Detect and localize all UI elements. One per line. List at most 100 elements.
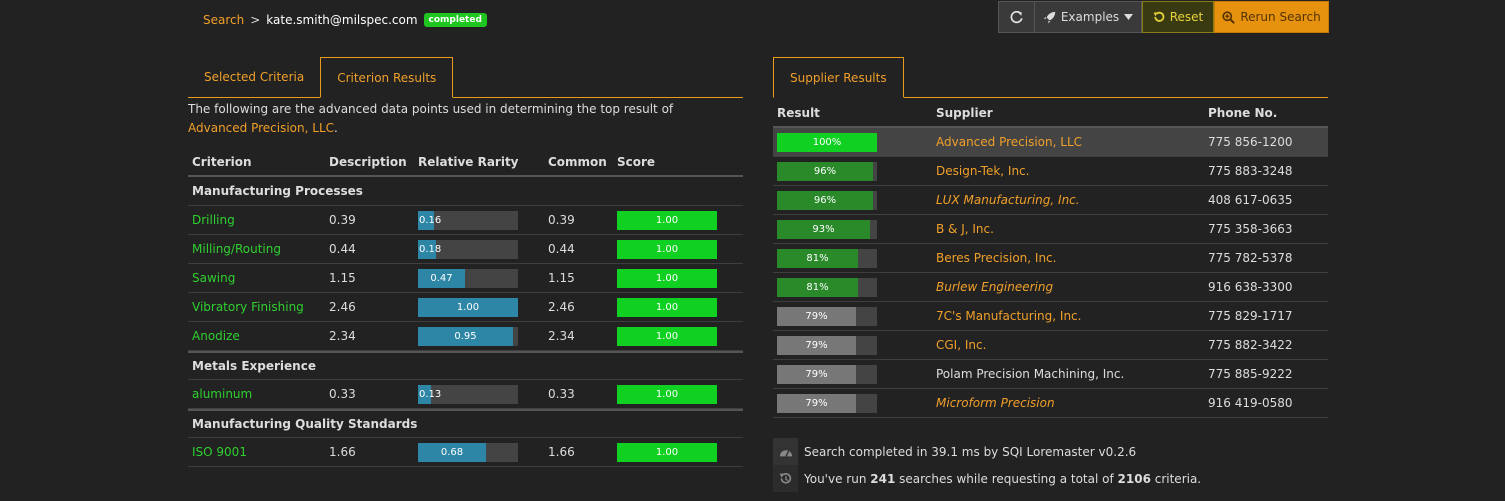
breadcrumb-user: kate.smith@milspec.com <box>266 13 418 27</box>
search-time-row: Search completed in 39.1 ms by SQI Lorem… <box>773 438 1328 465</box>
criterion-common: 0.39 <box>548 213 575 227</box>
criteria-column-header: Criterion <box>192 155 252 169</box>
toolbar: Examples Reset Rerun Search <box>998 1 1329 35</box>
result-bar-fill <box>777 364 856 384</box>
supplier-name-link[interactable]: Beres Precision, Inc. <box>936 251 1057 265</box>
refresh-button[interactable] <box>998 1 1035 33</box>
criterion-name-link[interactable]: ISO 9001 <box>192 445 247 459</box>
supplier-name-link[interactable]: Burlew Engineering <box>936 280 1054 294</box>
criterion-description: 2.34 <box>329 329 356 343</box>
supplier-name-link[interactable]: Advanced Precision, LLC <box>936 135 1083 149</box>
result-bar-fill <box>777 132 877 152</box>
tab-criterion-results[interactable]: Criterion Results <box>320 57 454 98</box>
rerun-search-button[interactable]: Rerun Search <box>1214 1 1329 33</box>
relative-rarity-fill <box>418 326 513 346</box>
result-value: 93% <box>812 223 835 235</box>
relative-rarity-value: 0.95 <box>454 330 477 342</box>
tab-selected-criteria[interactable]: Selected Criteria <box>204 70 305 84</box>
caret-down-icon <box>1124 14 1134 20</box>
supplier-row[interactable]: 81% Beres Precision, Inc. 775 782-5378 <box>773 244 1328 273</box>
supplier-row[interactable]: 96% Design-Tek, Inc. 775 883-3248 <box>773 157 1328 186</box>
examples-dropdown-button[interactable]: Examples <box>1035 1 1142 33</box>
criterion-name-link[interactable]: Milling/Routing <box>192 242 281 256</box>
supplier-name-link[interactable]: LUX Manufacturing, Inc. <box>936 193 1080 207</box>
result-bar-fill <box>777 248 858 268</box>
result-bar: 79% <box>777 364 877 384</box>
criterion-description: 0.44 <box>329 242 356 256</box>
criterion-name-link[interactable]: Sawing <box>192 271 236 285</box>
reset-button[interactable]: Reset <box>1142 1 1214 33</box>
result-value: 96% <box>813 194 837 206</box>
criterion-name-link[interactable]: Drilling <box>192 213 235 227</box>
criteria-group-header: Metals Experience <box>188 351 743 380</box>
supplier-name-link[interactable]: 7C's Manufacturing, Inc. <box>936 309 1082 323</box>
result-value: 81% <box>806 252 829 264</box>
criteria-group-header: Manufacturing Quality Standards <box>188 409 743 438</box>
result-bar: 96% <box>777 190 877 210</box>
result-value: 96% <box>813 165 837 177</box>
supplier-name-link[interactable]: Design-Tek, Inc. <box>936 164 1030 178</box>
criterion-description: 1.15 <box>329 271 356 285</box>
relative-rarity-fill <box>418 268 465 288</box>
supplier-row[interactable]: 79% CGI, Inc. 775 882-3422 <box>773 331 1328 360</box>
relative-rarity-cell: 1.00 <box>418 297 518 317</box>
tab-supplier-results[interactable]: Supplier Results <box>773 57 904 98</box>
relative-rarity-cell: 0.47 <box>418 268 518 288</box>
relative-rarity-fill <box>418 297 518 317</box>
supplier-name-link[interactable]: CGI, Inc. <box>936 338 987 352</box>
search-time-text: Search completed in 39.1 ms by SQI Lorem… <box>804 444 1137 459</box>
supplier-row[interactable]: 81% Burlew Engineering 916 638-3300 <box>773 273 1328 302</box>
result-value: 100% <box>812 136 842 148</box>
relative-rarity-value: 0.68 <box>440 446 464 458</box>
result-bar: 79% <box>777 306 877 326</box>
supplier-name-link[interactable]: Microform Precision <box>936 396 1055 410</box>
supplier-row[interactable]: 79% Microform Precision 916 419-0580 <box>773 389 1328 418</box>
score-cell: 1.00 <box>617 297 717 317</box>
score-cell: 1.00 <box>617 326 717 346</box>
score-cell: 1.00 <box>617 442 717 462</box>
intro-top-result-link[interactable]: Advanced Precision, LLC <box>188 121 335 135</box>
score-cell: 1.00 <box>617 239 717 259</box>
results-intro: The following are the advanced data poin… <box>188 100 728 138</box>
supplier-row[interactable]: 93% B & J, Inc. 775 358-3663 <box>773 215 1328 244</box>
reset-label: Reset <box>1169 10 1204 24</box>
result-bar: 79% <box>777 393 877 413</box>
supplier-row[interactable]: 79% 7C's Manufacturing, Inc. 775 829-1717 <box>773 302 1328 331</box>
criteria-group-name: Manufacturing Quality Standards <box>192 417 418 431</box>
result-value: 79% <box>805 339 828 351</box>
result-cell: 79% <box>777 364 877 384</box>
dashboard-icon <box>773 438 798 465</box>
supplier-name-link[interactable]: B & J, Inc. <box>936 222 994 236</box>
intro-end: . <box>334 121 338 135</box>
result-bar: 81% <box>777 277 877 297</box>
count-text-a: You've run <box>804 471 871 486</box>
result-bar-fill <box>777 306 856 326</box>
supplier-row[interactable]: 96% LUX Manufacturing, Inc. 408 617-0635 <box>773 186 1328 215</box>
intro-text: The following are the advanced data poin… <box>188 102 674 116</box>
result-bar: 100% <box>777 132 877 152</box>
result-bar: 79% <box>777 335 877 355</box>
supplier-name: Polam Precision Machining, Inc. <box>936 367 1125 381</box>
criteria-row: Vibratory Finishing 2.46 1.00 2.46 1.00 <box>188 293 743 322</box>
supplier-header-row: Result Supplier Phone No. <box>773 99 1328 128</box>
criteria-column-header: Relative Rarity <box>418 155 519 169</box>
relative-rarity-cell: 0.68 <box>418 442 518 462</box>
result-value: 79% <box>805 368 828 380</box>
criterion-name-link[interactable]: aluminum <box>192 387 253 401</box>
criteria-row: aluminum 0.33 0.13 0.33 1.00 <box>188 380 743 409</box>
relative-rarity-value: 0.47 <box>430 272 453 284</box>
criterion-common: 0.44 <box>548 242 575 256</box>
criterion-name-link[interactable]: Anodize <box>192 329 240 343</box>
relative-rarity-cell: 0.95 <box>418 326 518 346</box>
supplier-phone: 775 883-3248 <box>1208 164 1293 178</box>
search-plus-icon <box>1222 10 1236 24</box>
supplier-row[interactable]: 79% Polam Precision Machining, Inc. 775 88… <box>773 360 1328 389</box>
criteria-group-name: Manufacturing Processes <box>192 184 363 198</box>
supplier-row[interactable]: 100% Advanced Precision, LLC 775 856-1200 <box>773 128 1328 157</box>
result-cell: 79% <box>777 335 877 355</box>
criteria-header-row: Criterion Description Relative Rarity Commo… <box>188 149 743 177</box>
relative-rarity-cell: 0.18 <box>418 239 518 259</box>
search-stats: Search completed in 39.1 ms by SQI Lorem… <box>773 438 1328 492</box>
breadcrumb-search-link[interactable]: Search <box>203 13 245 27</box>
criterion-name-link[interactable]: Vibratory Finishing <box>192 300 304 314</box>
